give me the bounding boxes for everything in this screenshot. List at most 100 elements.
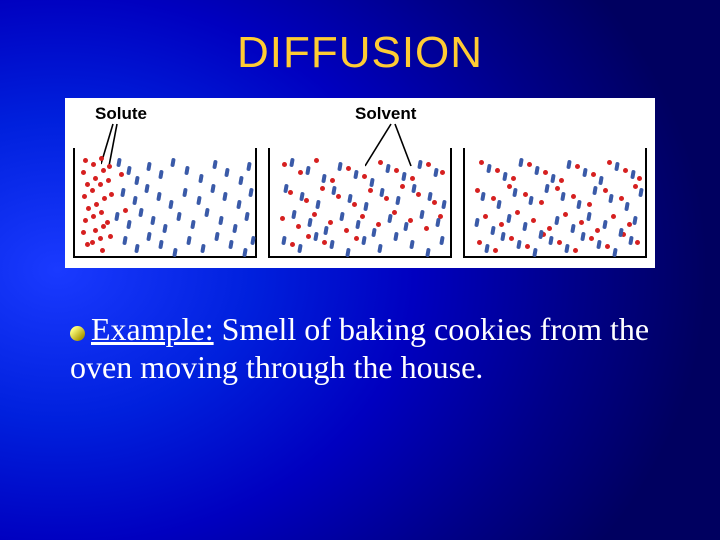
solute-particle [591,172,596,177]
solvent-particle [566,160,572,170]
solvent-particle [560,192,566,202]
solute-particle [475,188,480,193]
solvent-particle [242,248,248,258]
solute-particle [378,160,383,165]
solute-particle [108,234,113,239]
diffusion-diagram: Solute Solvent [65,98,655,268]
solvent-particle [116,158,122,168]
solute-particle [511,176,516,181]
solute-particle [547,226,552,231]
solvent-particle [244,212,250,222]
solvent-particle [126,166,132,176]
solute-particle [368,188,373,193]
solute-particle [86,206,91,211]
solute-label: Solute [95,104,147,124]
solute-particle [322,240,327,245]
solute-particle [81,170,86,175]
solvent-particle [150,216,156,226]
solute-particle [589,236,594,241]
solute-particle [493,248,498,253]
solute-particle [83,218,88,223]
solvent-particle [329,240,335,250]
solute-particle [352,202,357,207]
solvent-particle [490,226,496,236]
solute-particle [637,176,642,181]
solvent-particle [614,162,620,172]
solvent-particle [297,244,303,254]
solvent-particle [506,214,512,224]
solute-particle [85,182,90,187]
solvent-particle [419,210,425,220]
solvent-particle [315,200,321,210]
solute-particle [579,220,584,225]
solvent-particle [222,192,228,202]
solute-particle [93,176,98,181]
solute-particle [91,162,96,167]
solute-particle [416,192,421,197]
solvent-particle [538,230,544,240]
solute-particle [346,166,351,171]
solvent-particle [586,212,592,222]
solvent-particle [246,162,252,172]
solute-particle [559,178,564,183]
solute-particle [557,240,562,245]
solute-particle [82,194,87,199]
solute-particle [93,228,98,233]
solvent-particle [198,174,204,184]
solvent-particle [210,184,216,194]
solvent-particle [126,220,132,230]
solute-particle [605,244,610,249]
solvent-particle [385,164,391,174]
solvent-particle [550,174,556,184]
solvent-particle [624,202,630,212]
solute-particle [99,156,104,161]
solvent-particle [528,196,534,206]
solvent-particle [144,184,150,194]
solvent-particle [401,172,407,182]
solvent-particle [576,200,582,210]
solute-particle [362,174,367,179]
solvent-particle [114,212,120,222]
solute-particle [571,194,576,199]
solvent-particle [248,188,254,198]
solvent-particle [313,232,319,242]
bullet-icon [70,326,85,341]
solvent-particle [196,196,202,206]
solute-particle [360,214,365,219]
solvent-particle [122,236,128,246]
solvent-particle [200,244,206,254]
solute-particle [563,212,568,217]
solute-particle [98,236,103,241]
solute-particle [509,236,514,241]
solvent-particle [484,244,490,254]
solvent-particle [548,236,554,246]
solvent-particle [176,212,182,222]
solute-particle [507,184,512,189]
solvent-particle [291,210,297,220]
solvent-particle [355,220,361,230]
solute-particle [587,202,592,207]
solute-particle [98,182,103,187]
solute-particle [306,234,311,239]
solvent-particle [361,236,367,246]
solute-particle [101,168,106,173]
solvent-particle [602,220,608,230]
solvent-particle [544,184,550,194]
solvent-particle [439,236,445,246]
solvent-particle [232,224,238,234]
solvent-particle [214,232,220,242]
solvent-particle [156,192,162,202]
solute-particle [282,162,287,167]
solvent-particle [417,160,423,170]
solvent-particle [146,162,152,172]
solvent-particle [132,196,138,206]
solute-particle [499,222,504,227]
solvent-particle [134,244,140,254]
solvent-particle [158,240,164,250]
solute-particle [99,210,104,215]
solute-particle [633,184,638,189]
solvent-particle [353,170,359,180]
solvent-particle [236,200,242,210]
solvent-particle [628,236,634,246]
solute-particle [102,196,107,201]
